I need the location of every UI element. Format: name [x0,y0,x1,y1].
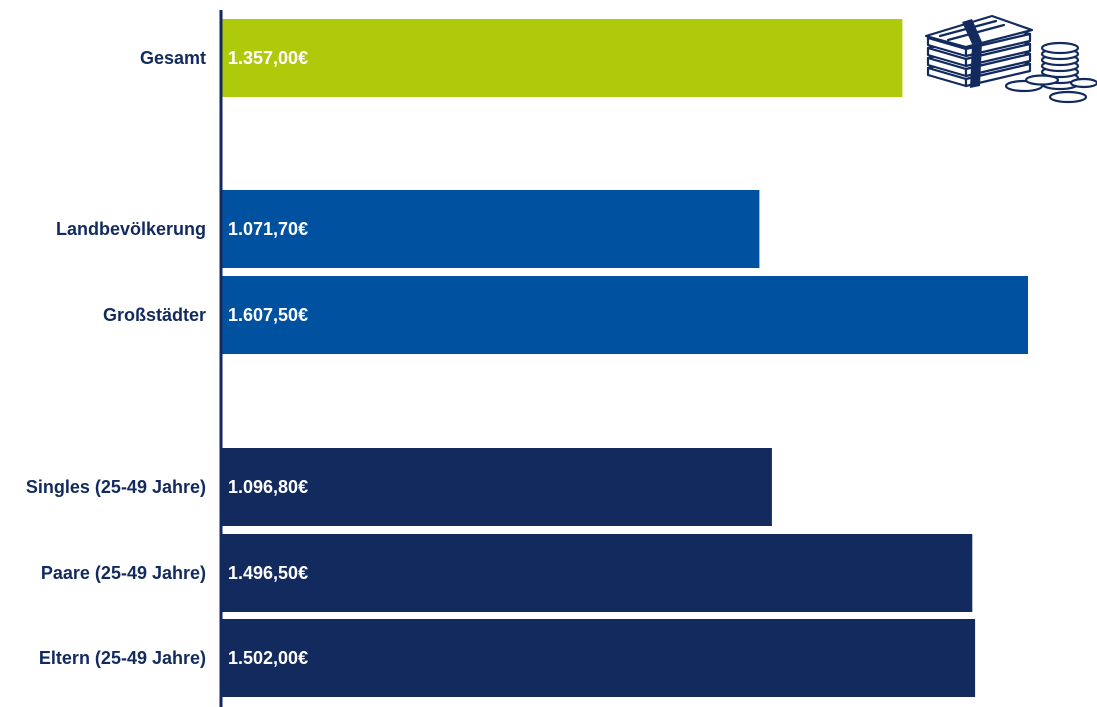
bar [222,448,772,526]
money-stack-and-coins-icon [924,14,1097,104]
category-label: Großstädter [103,305,206,325]
value-label: 1.071,70€ [228,219,308,239]
value-label: 1.357,00€ [228,48,308,68]
value-label: 1.496,50€ [228,563,308,583]
bars-layer [222,19,1028,697]
category-label: Eltern (25-49 Jahre) [39,648,206,668]
category-label: Gesamt [140,48,206,68]
bar [222,619,976,697]
bar [222,19,903,97]
bar [222,534,973,612]
category-label: Paare (25-49 Jahre) [41,563,206,583]
value-label: 1.502,00€ [228,648,308,668]
category-label: Singles (25-49 Jahre) [26,477,206,497]
value-label: 1.607,50€ [228,305,308,325]
labels-layer: 1.357,00€ Gesamt 1.071,70€ Landbevölkerung 1… [26,48,308,668]
bar [222,276,1028,354]
bar [222,190,760,268]
category-label: Landbevölkerung [56,219,206,239]
value-label: 1.096,80€ [228,477,308,497]
